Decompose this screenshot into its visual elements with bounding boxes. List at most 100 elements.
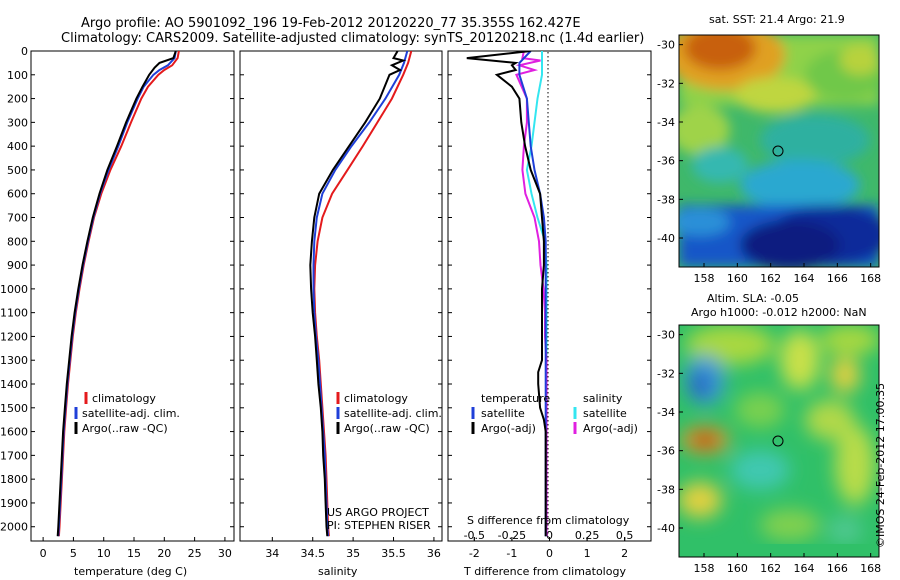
temperature-panel-frame: [30, 50, 235, 542]
depth-tick-label: 400: [7, 140, 28, 153]
pi-note: PI: STEPHEN RISER: [327, 519, 431, 532]
sst-map-image: [679, 35, 879, 267]
sla-map-image: [679, 325, 879, 557]
legend-label-satellite: satellite-adj. clim.: [82, 407, 180, 420]
legend-label-t-satellite: satellite: [481, 407, 525, 420]
sla-map-axes: -30 -32 -34 -36 -38 -40 158 160 162 164 166 168: [657, 329, 881, 575]
lon-tick-label: 162: [760, 562, 781, 575]
lon-tick-label: 160: [727, 272, 748, 285]
salinity-plot-area: [309, 51, 413, 537]
sla-map-title-line1: Altim. SLA: -0.05: [707, 292, 799, 305]
depth-tick-label: 1000: [0, 283, 28, 296]
depth-tick-label: 1900: [0, 497, 28, 510]
lon-tick-label: 160: [727, 562, 748, 575]
x-tick-label: 35: [346, 547, 360, 560]
lat-tick-label: -40: [657, 522, 675, 535]
x-tick-label: -0.5: [464, 529, 485, 542]
profile-location-marker: [772, 145, 784, 157]
lat-tick-label: -32: [657, 77, 675, 90]
sla-map-frame: [678, 324, 880, 558]
series-line-climatology: [313, 51, 413, 537]
difference-x-axis: -2 -1 0 1 2 -0.5 -0.25 0 0.25 0.5: [464, 529, 634, 560]
lat-tick-label: -34: [657, 116, 675, 129]
depth-tick-label: 100: [7, 69, 28, 82]
x-tick-label: 34.5: [300, 547, 325, 560]
figure-title-line1: Argo profile: AO 5901092_196 19-Feb-2012…: [81, 16, 581, 31]
temperature-x-axis: 0 5 10 15 20 25 30: [40, 537, 232, 560]
x-tick-label: 36: [427, 547, 441, 560]
depth-tick-label: 500: [7, 164, 28, 177]
x-tick-label: 35.5: [381, 547, 406, 560]
depth-tick-label: 1800: [0, 473, 28, 486]
lon-tick-label: 164: [794, 272, 815, 285]
lat-tick-label: -30: [657, 329, 675, 342]
series-line-satellite-adj-clim: [57, 51, 177, 537]
figure-title-line2: Climatology: CARS2009. Satellite-adjuste…: [61, 31, 644, 46]
profile-location-marker: [772, 435, 784, 447]
x-tick-label: 2: [621, 547, 628, 560]
s-difference-label: S difference from climatology: [467, 514, 630, 527]
lat-tick-label: -38: [657, 193, 675, 206]
series-line-argo-raw-qc: [309, 51, 407, 537]
depth-tick-label: 1400: [0, 378, 28, 391]
legend-label-climatology: climatology: [92, 392, 156, 405]
depth-tick-label: 0: [21, 45, 28, 58]
legend-label-argo: Argo(..raw -QC): [344, 422, 430, 435]
x-tick-label: 0.25: [575, 529, 600, 542]
x-tick-label: 1: [584, 547, 591, 560]
series-line-satellite-adj-clim: [312, 51, 409, 537]
lon-tick-label: 158: [694, 272, 715, 285]
x-tick-label: 10: [97, 547, 111, 560]
depth-tick-label: 600: [7, 188, 28, 201]
depth-tick-label: 1200: [0, 330, 28, 343]
x-tick-label: -2: [469, 547, 480, 560]
depth-tick-label: 300: [7, 116, 28, 129]
temperature-axis-label: temperature (deg C): [74, 565, 187, 578]
depth-tick-label: 2000: [0, 521, 28, 534]
x-tick-label: 30: [218, 547, 232, 560]
depth-tick-label: 700: [7, 212, 28, 225]
series-line-argo-raw-qc: [56, 51, 177, 537]
temperature-legend: climatology satellite-adj. clim. Argo(..…: [74, 392, 180, 435]
lat-tick-label: -38: [657, 483, 675, 496]
depth-tick-label: 1600: [0, 426, 28, 439]
x-tick-label: 0: [546, 529, 553, 542]
salinity-legend: climatology satellite-adj. clim. Argo(..…: [336, 392, 442, 435]
legend-label-t-argo: Argo(-adj): [481, 422, 536, 435]
legend-label-argo: Argo(..raw -QC): [82, 422, 168, 435]
temperature-plot-area: [56, 51, 180, 537]
lon-tick-label: 158: [694, 562, 715, 575]
legend-title-temperature: temperature: [481, 392, 550, 405]
legend-title-salinity: salinity: [583, 392, 623, 405]
x-tick-label: 20: [157, 547, 171, 560]
lat-tick-label: -36: [657, 445, 675, 458]
depth-tick-label: 1300: [0, 354, 28, 367]
x-tick-label: -1: [506, 547, 517, 560]
x-tick-label: 15: [127, 547, 141, 560]
x-tick-label: 0: [40, 547, 47, 560]
legend-label-s-satellite: satellite: [583, 407, 627, 420]
depth-tick-label: 200: [7, 93, 28, 106]
sst-map-axes: -30 -32 -34 -36 -38 -40 158 160 162 164 166 168: [657, 39, 881, 285]
lat-tick-label: -30: [657, 39, 675, 52]
difference-panel-frame: [447, 50, 652, 542]
legend-label-s-argo: Argo(-adj): [583, 422, 638, 435]
x-tick-label: 0.5: [616, 529, 634, 542]
depth-tick-label: 1700: [0, 449, 28, 462]
x-tick-label: -0.25: [498, 529, 526, 542]
lat-tick-label: -36: [657, 155, 675, 168]
lon-tick-label: 164: [794, 562, 815, 575]
x-tick-label: 0: [546, 547, 553, 560]
legend-label-satellite: satellite-adj. clim.: [344, 407, 442, 420]
lon-tick-label: 166: [827, 562, 848, 575]
legend-label-climatology: climatology: [344, 392, 408, 405]
imos-credit: ©IMOS 24-Feb-2012 17:00:35: [874, 382, 887, 548]
lon-tick-label: 168: [860, 562, 881, 575]
difference-plot-area: [466, 51, 548, 537]
sst-map-frame: [678, 34, 880, 268]
sla-map-title-line2: Argo h1000: -0.012 h2000: NaN: [691, 306, 867, 319]
project-note: US ARGO PROJECT: [327, 506, 429, 519]
x-tick-label: 34: [265, 547, 279, 560]
sst-map-title: sat. SST: 21.4 Argo: 21.9: [709, 13, 845, 26]
